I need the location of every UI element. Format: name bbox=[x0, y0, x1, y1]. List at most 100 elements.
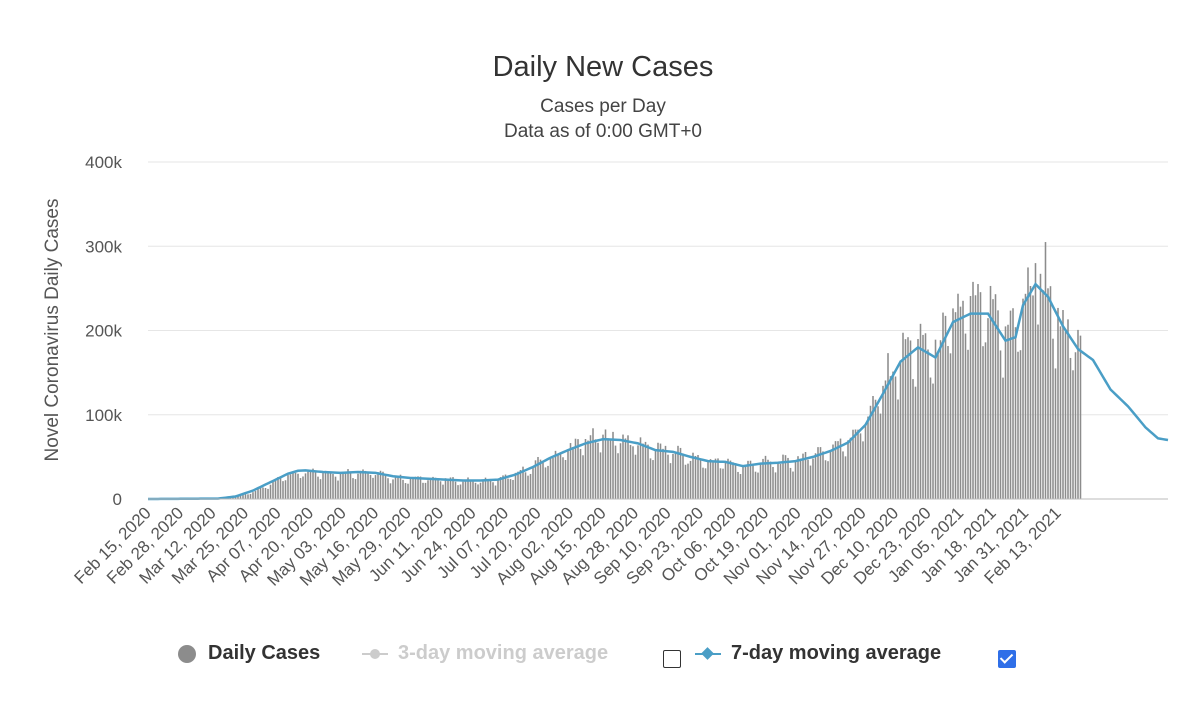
daily-cases-bar bbox=[694, 456, 697, 499]
daily-cases-bar bbox=[674, 452, 677, 499]
chart-subtitle-data-as-of: Data as of 0:00 GMT+0 bbox=[504, 121, 702, 142]
daily-cases-bar bbox=[947, 346, 949, 499]
daily-cases-bar bbox=[824, 460, 827, 499]
daily-cases-bar bbox=[742, 465, 744, 499]
daily-cases-bar bbox=[419, 476, 422, 499]
daily-cases-bar bbox=[892, 371, 894, 499]
seven-day-moving-average-line bbox=[147, 282, 1169, 501]
daily-cases-bar bbox=[504, 474, 507, 499]
daily-cases-bar bbox=[949, 353, 952, 499]
legend-item-3-day-moving-average[interactable]: 3-day moving average bbox=[362, 642, 608, 665]
daily-cases-circle-icon bbox=[178, 644, 196, 663]
daily-cases-bar bbox=[474, 482, 477, 499]
daily-cases-bar bbox=[912, 379, 914, 499]
daily-cases-bar bbox=[647, 444, 649, 499]
daily-cases-bar bbox=[239, 495, 242, 499]
daily-cases-bar bbox=[904, 339, 907, 499]
daily-cases-bar bbox=[834, 441, 837, 499]
daily-cases-bar bbox=[634, 454, 637, 499]
daily-cases-bar bbox=[1029, 286, 1032, 499]
daily-cases-bar bbox=[732, 462, 734, 499]
daily-cases-bar bbox=[664, 445, 667, 499]
daily-cases-bar bbox=[547, 465, 549, 499]
daily-cases-bar bbox=[509, 479, 512, 499]
daily-cases-bar bbox=[667, 454, 669, 499]
legend-item-daily-cases[interactable]: Daily Cases bbox=[178, 642, 320, 665]
daily-cases-bar bbox=[747, 460, 749, 499]
daily-cases-bar bbox=[574, 438, 577, 499]
daily-cases-bar bbox=[787, 457, 789, 499]
daily-cases-bar bbox=[594, 439, 597, 499]
daily-cases-bar bbox=[289, 474, 292, 499]
daily-cases-bar bbox=[819, 447, 822, 499]
daily-cases-bar bbox=[312, 468, 314, 499]
daily-cases-bar bbox=[577, 439, 579, 499]
daily-cases-bar bbox=[389, 483, 392, 499]
daily-cases-bar bbox=[649, 458, 652, 499]
daily-cases-bar bbox=[802, 453, 804, 499]
daily-cases-bar bbox=[814, 453, 817, 499]
daily-cases-bar bbox=[274, 480, 277, 499]
daily-cases-bar bbox=[364, 470, 367, 499]
daily-cases-bar bbox=[387, 478, 389, 499]
daily-cases-bar bbox=[452, 477, 454, 499]
daily-cases-bar bbox=[822, 451, 824, 499]
daily-cases-bar bbox=[277, 477, 279, 499]
daily-cases-bar bbox=[669, 463, 672, 499]
three-day-average-checkbox[interactable] bbox=[663, 650, 681, 668]
y-tick-label: 100k bbox=[85, 406, 122, 425]
daily-cases-bar bbox=[324, 470, 327, 499]
daily-cases-bar bbox=[964, 333, 967, 499]
daily-cases-bar bbox=[717, 458, 719, 499]
daily-cases-bar bbox=[889, 376, 892, 499]
daily-cases-bar bbox=[1037, 324, 1039, 499]
daily-cases-bar bbox=[989, 285, 992, 499]
daily-cases-bar bbox=[1004, 326, 1007, 499]
daily-cases-bar bbox=[272, 482, 274, 499]
daily-cases-bar bbox=[417, 476, 419, 499]
seven-day-average-checkbox[interactable] bbox=[998, 650, 1016, 668]
daily-cases-bar bbox=[672, 453, 674, 499]
daily-cases-bar bbox=[797, 456, 799, 499]
daily-cases-bar bbox=[739, 474, 742, 499]
daily-cases-bar bbox=[689, 460, 692, 499]
daily-cases-bar bbox=[477, 484, 479, 499]
daily-cases-bar bbox=[522, 466, 524, 499]
daily-cases-bar bbox=[534, 460, 537, 499]
daily-cases-bar bbox=[872, 396, 874, 499]
daily-cases-bar bbox=[952, 308, 954, 499]
daily-cases-bar bbox=[484, 477, 487, 499]
daily-cases-bar bbox=[542, 462, 544, 499]
daily-cases-bar bbox=[319, 479, 322, 499]
daily-cases-bar bbox=[907, 337, 909, 499]
daily-cases-bar bbox=[1002, 377, 1004, 499]
daily-cases-bar bbox=[234, 497, 237, 499]
y-axis-title: Novel Coronavirus Daily Cases bbox=[42, 199, 63, 462]
daily-cases-bar bbox=[584, 439, 587, 499]
legend-item-7-day-moving-average[interactable]: 7-day moving average bbox=[695, 642, 941, 665]
daily-cases-bar bbox=[1007, 324, 1009, 499]
daily-cases-bar bbox=[777, 461, 779, 499]
daily-cases-bar bbox=[992, 299, 994, 499]
daily-cases-bar bbox=[579, 448, 582, 499]
daily-cases-bar bbox=[627, 435, 629, 499]
daily-cases-bar bbox=[382, 471, 384, 499]
daily-cases-bar bbox=[462, 481, 464, 499]
daily-cases-bar bbox=[759, 464, 762, 499]
daily-cases-bar bbox=[829, 451, 832, 499]
daily-cases-bar bbox=[929, 377, 932, 499]
daily-cases-bar bbox=[332, 473, 334, 499]
daily-cases-bar bbox=[377, 472, 379, 499]
y-tick-label: 300k bbox=[85, 237, 122, 256]
daily-cases-bar bbox=[1057, 307, 1059, 499]
daily-cases-bar bbox=[867, 416, 869, 499]
daily-cases-bar bbox=[252, 492, 254, 499]
daily-cases-bar bbox=[449, 477, 452, 499]
daily-cases-bar bbox=[397, 477, 399, 499]
daily-cases-bar bbox=[527, 475, 529, 499]
daily-cases-bar bbox=[569, 443, 572, 499]
daily-cases-bar bbox=[502, 475, 504, 499]
daily-cases-bar bbox=[967, 349, 969, 499]
legend-label-daily-cases: Daily Cases bbox=[208, 642, 321, 664]
daily-cases-bar bbox=[772, 466, 774, 499]
